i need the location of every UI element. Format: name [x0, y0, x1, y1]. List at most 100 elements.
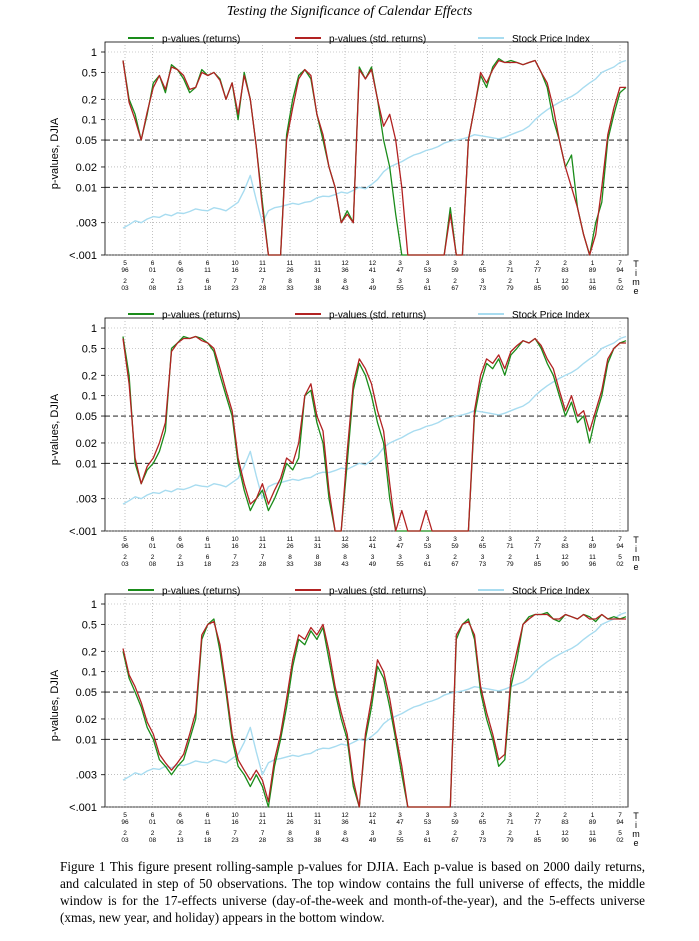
x-tick-label-lower: 61 [424, 561, 432, 568]
x-tick-label-upper: 94 [616, 267, 624, 274]
y-tick-label: 0.1 [82, 115, 97, 127]
x-tick-label-upper: 6 [178, 536, 182, 543]
x-tick-label-lower: 43 [341, 285, 349, 292]
series-returns [122, 57, 627, 256]
x-tick-label-lower: 96 [589, 837, 597, 844]
time-axis-label: T [633, 811, 639, 821]
series-returns [122, 335, 627, 532]
x-tick-label-lower: 7 [233, 554, 237, 561]
x-tick-label-upper: 2 [536, 812, 540, 819]
x-tick-label-upper: 71 [506, 543, 514, 550]
y-tick-label: 0.02 [76, 714, 97, 726]
x-tick-label-lower: 49 [369, 561, 377, 568]
x-tick-label-upper: 10 [231, 260, 239, 267]
x-tick-label-lower: 79 [506, 285, 514, 292]
x-tick-label-lower: 38 [314, 561, 322, 568]
x-tick-label-lower: 3 [371, 278, 375, 285]
x-tick-label-lower: 7 [261, 554, 265, 561]
x-tick-label-lower: 7 [233, 830, 237, 837]
x-tick-label-lower: 8 [316, 278, 320, 285]
x-tick-label-lower: 8 [288, 554, 292, 561]
y-tick-label: <.001 [69, 526, 97, 538]
x-tick-label-upper: 1 [591, 812, 595, 819]
series-returns [122, 611, 627, 808]
x-tick-label-upper: 41 [369, 543, 377, 550]
x-tick-label-lower: 33 [286, 561, 294, 568]
x-tick-label-lower: 67 [451, 561, 459, 568]
x-tick-label-upper: 65 [479, 543, 487, 550]
x-tick-label-lower: 43 [341, 561, 349, 568]
y-tick-label: 0.2 [82, 646, 97, 658]
x-tick-label-upper: 36 [341, 267, 349, 274]
x-tick-label-upper: 3 [426, 812, 430, 819]
x-tick-label-lower: 3 [481, 830, 485, 837]
x-tick-label-upper: 11 [259, 536, 266, 543]
x-tick-label-lower: 33 [286, 285, 294, 292]
y-axis-label: p-values, DJIA [49, 669, 61, 741]
x-tick-label-lower: 96 [589, 561, 597, 568]
x-tick-label-upper: 2 [563, 536, 567, 543]
x-tick-label-lower: 6 [206, 554, 210, 561]
x-tick-label-upper: 83 [561, 267, 569, 274]
x-tick-label-lower: 08 [149, 285, 157, 292]
x-tick-label-lower: 2 [123, 554, 127, 561]
x-tick-label-upper: 11 [204, 819, 211, 826]
chart-panel-top: 1 0.5 0.2 0.1 0.05 0.02 0.01 .003 <.001 p-values,… [0, 30, 699, 305]
x-tick-label-lower: 18 [204, 561, 212, 568]
x-tick-label-lower: 3 [398, 278, 402, 285]
x-tick-label-lower: 2 [151, 830, 155, 837]
x-tick-label-upper: 89 [589, 543, 597, 550]
x-tick-label-lower: 5 [618, 554, 622, 561]
y-tick-label: .003 [76, 494, 97, 506]
x-tick-label-lower: 2 [123, 278, 127, 285]
x-tick-label-lower: 02 [616, 561, 624, 568]
x-tick-label-upper: 11 [259, 260, 266, 267]
y-tick-label: <.001 [69, 802, 97, 814]
x-tick-label-lower: 13 [176, 561, 184, 568]
x-tick-label-upper: 3 [453, 260, 457, 267]
x-tick-label-lower: 13 [176, 285, 184, 292]
legend-std-returns-label: p-values (std. returns) [329, 34, 426, 45]
series-std-returns [122, 335, 626, 532]
x-tick-label-upper: 11 [204, 543, 211, 550]
y-tick-label: 0.02 [76, 438, 97, 450]
x-tick-label-lower: 08 [149, 561, 157, 568]
x-tick-label-lower: 61 [424, 285, 432, 292]
x-tick-label-lower: 1 [536, 278, 540, 285]
x-tick-label-upper: 2 [481, 260, 485, 267]
x-tick-label-upper: 6 [178, 260, 182, 267]
x-tick-label-upper: 11 [287, 812, 294, 819]
x-tick-label-upper: 01 [149, 543, 157, 550]
x-tick-label-upper: 53 [424, 267, 432, 274]
x-tick-label-upper: 3 [426, 536, 430, 543]
x-tick-label-upper: 94 [616, 543, 624, 550]
x-tick-label-upper: 5 [123, 260, 127, 267]
x-tick-label-upper: 65 [479, 819, 487, 826]
x-tick-label-lower: 11 [589, 278, 596, 285]
x-tick-label-lower: 08 [149, 837, 157, 844]
x-tick-label-upper: 5 [123, 812, 127, 819]
x-tick-label-upper: 12 [369, 260, 377, 267]
x-tick-label-upper: 11 [259, 812, 266, 819]
x-tick-label-upper: 47 [396, 819, 404, 826]
y-tick-label: 0.05 [76, 135, 97, 147]
y-tick-label: 0.05 [76, 687, 97, 699]
x-tick-label-upper: 2 [481, 812, 485, 819]
x-tick-label-upper: 6 [206, 536, 210, 543]
x-tick-label-lower: 3 [481, 554, 485, 561]
x-tick-label-upper: 3 [508, 260, 512, 267]
x-tick-label-lower: 38 [314, 837, 322, 844]
time-axis-label: e [633, 562, 638, 572]
x-tick-label-upper: 36 [341, 819, 349, 826]
legend-returns-label: p-values (returns) [162, 586, 240, 597]
x-tick-label-upper: 11 [287, 536, 294, 543]
x-tick-label-upper: 6 [151, 536, 155, 543]
x-tick-label-lower: 03 [121, 561, 129, 568]
x-tick-label-upper: 6 [178, 812, 182, 819]
x-tick-label-lower: 8 [343, 278, 347, 285]
y-tick-label: 0.01 [76, 458, 97, 470]
y-tick-label: 0.1 [82, 391, 97, 403]
x-tick-label-upper: 12 [369, 812, 377, 819]
x-tick-label-upper: 53 [424, 819, 432, 826]
x-tick-label-upper: 36 [341, 543, 349, 550]
